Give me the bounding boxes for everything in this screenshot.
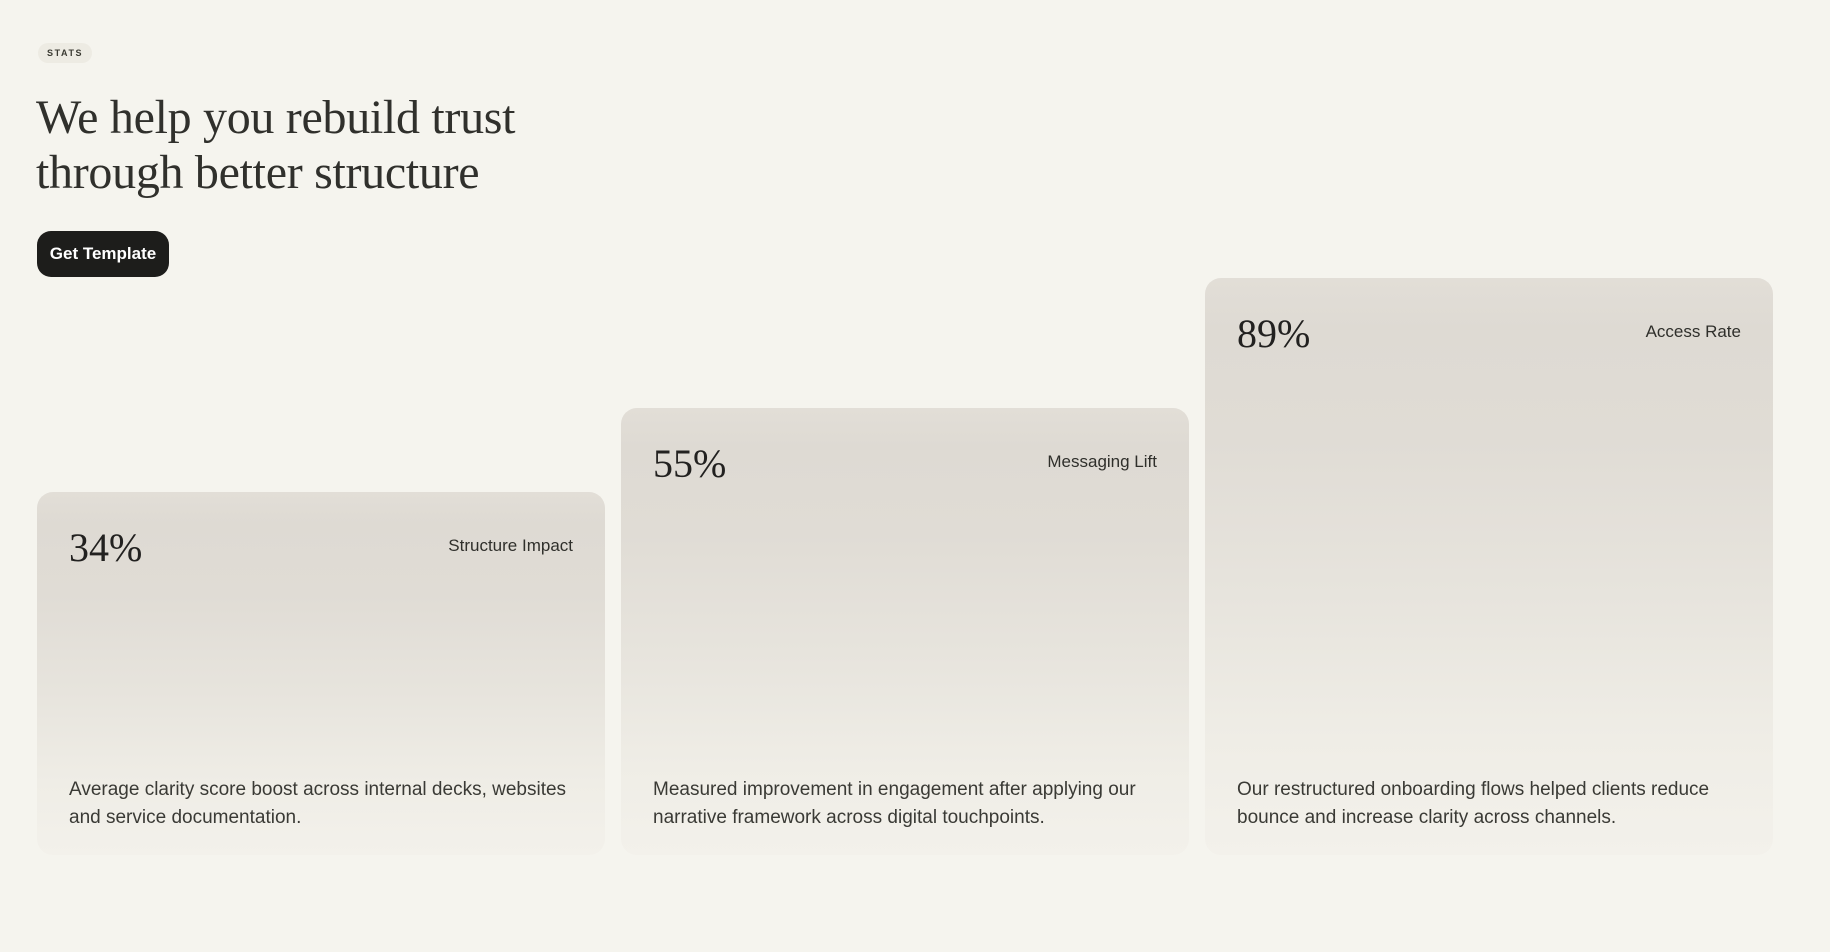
page-title-line-1: We help you rebuild trust <box>36 91 516 144</box>
stat-description: Average clarity score boost across inter… <box>69 779 567 828</box>
stat-label: Access Rate <box>1645 322 1741 341</box>
section-badge: STATS <box>38 43 93 63</box>
stat-card-header: 55% Messaging Lift <box>621 408 1189 484</box>
stat-description: Measured improvement in engagement after… <box>653 779 1136 828</box>
stat-card-access-rate: 89% Access Rate Our restructured onboard… <box>1205 278 1773 855</box>
stat-card-structure-impact: 34% Structure Impact Average clarity sco… <box>37 492 605 855</box>
stat-value: 55% <box>653 441 727 486</box>
page-title-line-2: through better structure <box>36 146 480 199</box>
stat-value: 89% <box>1237 311 1311 356</box>
stat-card-header: 89% Access Rate <box>1205 278 1773 354</box>
stat-card-header: 34% Structure Impact <box>37 492 605 568</box>
stat-value: 34% <box>69 525 143 570</box>
page-title: We help you rebuild trust through better… <box>36 90 516 200</box>
stat-label: Structure Impact <box>448 536 573 555</box>
section-badge-label: STATS <box>47 48 84 58</box>
stat-card-messaging-lift: 55% Messaging Lift Measured improvement … <box>621 408 1189 855</box>
get-template-button[interactable]: Get Template <box>37 231 169 277</box>
stat-label: Messaging Lift <box>1047 452 1157 471</box>
stat-description: Our restructured onboarding flows helped… <box>1237 779 1710 828</box>
